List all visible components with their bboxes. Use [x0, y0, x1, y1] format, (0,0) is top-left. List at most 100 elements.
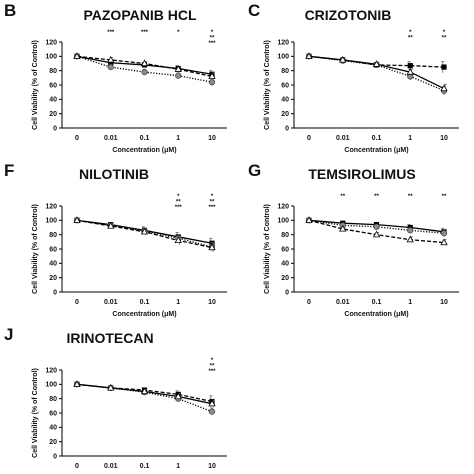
- y-tick-label: 20: [49, 439, 57, 446]
- x-tick-label: 0.01: [104, 463, 118, 470]
- significance-label: ***: [175, 205, 183, 211]
- y-tick-label: 80: [281, 68, 289, 75]
- data-point: [372, 60, 381, 67]
- y-tick-label: 60: [281, 82, 289, 89]
- data-point: [305, 52, 313, 59]
- significance-label: **: [210, 36, 215, 42]
- y-tick-label: 0: [285, 125, 289, 132]
- data-point: [107, 55, 115, 63]
- panel-letter: F: [4, 161, 14, 180]
- panel-letter: C: [248, 1, 260, 20]
- y-tick-label: 120: [277, 203, 289, 210]
- chart-panel-g: G TEMSIROLIMUS 0 20 40 60 80 100 120 0 0.01 0.1 1 10 C…: [248, 161, 459, 318]
- data-point: [208, 79, 216, 86]
- y-axis-label: Cell Viability (% of Control): [32, 368, 39, 458]
- x-tick-label: 1: [176, 135, 180, 142]
- significance-label: *: [211, 194, 214, 200]
- data-point: [406, 235, 414, 243]
- y-tick-label: 0: [53, 125, 57, 132]
- y-tick-label: 80: [49, 232, 57, 239]
- data-point: [107, 222, 115, 229]
- significance-label: *: [177, 30, 180, 36]
- significance-label: **: [340, 194, 345, 200]
- x-tick-label: 0.1: [372, 299, 382, 306]
- chart-panel-b: B PAZOPANIB HCL 0 20 40 60 80 100 120 0 0.01 0.1 1 10…: [4, 1, 227, 154]
- chart-panel-c: C CRIZOTONIB 0 20 40 60 80 100 120 0 0.01 0.1 1 10 Con…: [248, 1, 459, 154]
- y-tick-label: 20: [49, 111, 57, 118]
- y-tick-label: 40: [49, 261, 57, 268]
- chart-panel-f: F NILOTINIB 0 20 40 60 80 100 120 0 0.01 0.1 1 10 Conc…: [4, 161, 227, 318]
- x-tick-label: 1: [176, 299, 180, 306]
- data-point: [174, 236, 182, 244]
- significance-label: ***: [208, 205, 216, 211]
- y-tick-label: 80: [281, 232, 289, 239]
- significance-label: ***: [107, 30, 115, 36]
- data-point: [208, 72, 216, 79]
- y-tick-label: 40: [49, 425, 57, 432]
- x-tick-label: 10: [208, 299, 216, 306]
- data-point: [73, 216, 81, 223]
- significance-label: *: [177, 194, 180, 200]
- y-tick-label: 100: [277, 218, 289, 225]
- data-point: [141, 68, 148, 76]
- data-point: [208, 243, 216, 251]
- chart-title: TEMSIROLIMUS: [308, 166, 415, 182]
- chart-panel-j: JIRINOTECAN02040608010012000.010.1110Con…: [4, 325, 227, 470]
- x-tick-label: 10: [440, 135, 448, 142]
- significance-label: *: [211, 358, 214, 364]
- series-3: [73, 380, 216, 408]
- x-tick-label: 0: [75, 463, 79, 470]
- x-axis-label: Concentration (μM): [344, 311, 408, 318]
- x-tick-label: 0: [307, 299, 311, 306]
- y-tick-label: 100: [45, 54, 57, 61]
- significance-label: *: [409, 30, 412, 36]
- significance-label: *: [211, 30, 214, 36]
- series-2: [305, 217, 448, 237]
- data-point: [407, 63, 413, 69]
- series-3: [305, 52, 448, 93]
- data-point: [107, 383, 115, 391]
- y-axis-label: Cell Viability (% of Control): [264, 204, 271, 294]
- y-tick-label: 20: [281, 275, 289, 282]
- y-tick-label: 80: [49, 396, 57, 403]
- y-tick-label: 100: [45, 218, 57, 225]
- significance-label: **: [442, 36, 447, 42]
- x-tick-label: 10: [208, 463, 216, 470]
- y-tick-label: 40: [281, 261, 289, 268]
- x-tick-label: 0.01: [104, 299, 118, 306]
- series-3: [305, 216, 448, 246]
- significance-label: **: [210, 200, 215, 206]
- data-point: [208, 408, 216, 415]
- chart-title: PAZOPANIB HCL: [83, 7, 196, 23]
- y-tick-label: 100: [277, 54, 289, 61]
- data-point: [73, 52, 81, 59]
- y-tick-label: 80: [49, 68, 57, 75]
- x-tick-label: 1: [176, 463, 180, 470]
- x-tick-label: 10: [440, 299, 448, 306]
- data-point: [406, 68, 414, 75]
- y-tick-label: 40: [281, 97, 289, 104]
- data-point: [108, 60, 114, 66]
- series-line: [76, 55, 213, 83]
- y-tick-label: 100: [45, 382, 57, 389]
- significance-label: ***: [208, 369, 216, 375]
- significance-label: ***: [141, 30, 149, 36]
- y-tick-label: 0: [53, 453, 57, 460]
- x-tick-label: 0.01: [336, 135, 350, 142]
- y-tick-label: 40: [49, 97, 57, 104]
- y-tick-label: 60: [49, 82, 57, 89]
- data-point: [175, 72, 182, 79]
- chart-title: IRINOTECAN: [66, 330, 153, 346]
- panel-letter: J: [4, 325, 13, 344]
- data-point: [441, 64, 447, 70]
- y-tick-label: 60: [49, 410, 57, 417]
- data-point: [140, 227, 149, 235]
- series-3: [73, 52, 216, 81]
- y-tick-label: 0: [53, 289, 57, 296]
- y-tick-label: 0: [285, 289, 289, 296]
- data-point: [339, 55, 347, 63]
- significance-label: *: [443, 30, 446, 36]
- data-point: [174, 392, 182, 400]
- data-point: [407, 227, 414, 234]
